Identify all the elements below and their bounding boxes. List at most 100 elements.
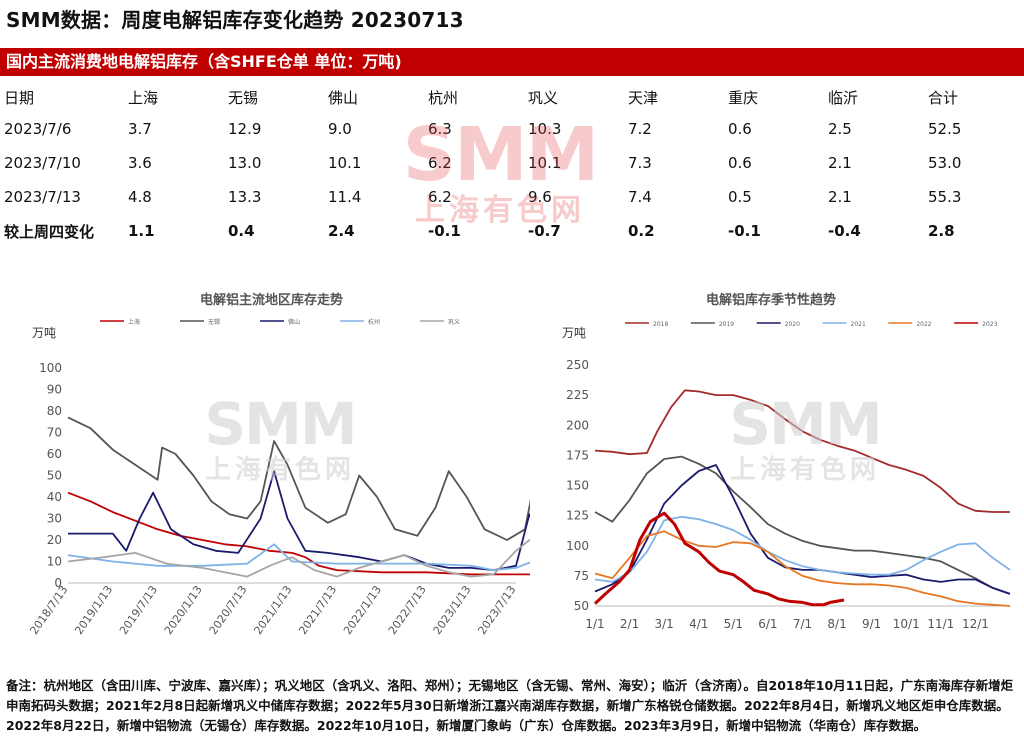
table-cell: 0.5 — [728, 188, 752, 206]
legend-label: 巩义 — [448, 319, 460, 326]
inventory-table: 日期 上海 无锡 佛山 杭州 巩义 天津 重庆 临沂 合计 2023/7/6 3… — [0, 82, 1024, 248]
x-tick-label: 2020/1/13 — [162, 583, 205, 637]
x-tick-label: 2018/7/13 — [27, 583, 70, 637]
table-cell: 0.2 — [628, 222, 655, 240]
series-line-2021 — [594, 515, 1011, 583]
legend-label: 2021 — [851, 321, 866, 328]
y-tick-label: 250 — [566, 358, 589, 372]
table-cell: -0.4 — [828, 222, 861, 240]
x-tick-label: 3/1 — [655, 617, 674, 631]
footnote: 备注：杭州地区（含田川库、宁波库、嘉兴库）；巩义地区（含巩义、洛阳、郑州）；无锡… — [6, 678, 1014, 733]
y-tick-label: 175 — [566, 448, 589, 462]
table-cell: 9.0 — [328, 120, 352, 138]
header-cell: 日期 — [4, 88, 35, 107]
page-title: SMM数据：周度电解铝库存变化趋势 20230713 — [6, 8, 464, 32]
series-line-2019 — [594, 455, 1011, 595]
header-cell: 无锡 — [228, 88, 259, 107]
table-cell: -0.1 — [728, 222, 761, 240]
y-tick-label: 70 — [47, 426, 62, 440]
series-line-巩义 — [67, 539, 530, 578]
table-cell: 1.1 — [128, 222, 155, 240]
x-tick-label: 1/1 — [585, 617, 604, 631]
table-banner: 国内主流消费地电解铝库存（含SHFE仓单 单位：万吨) — [0, 48, 1024, 76]
y-tick-label: 50 — [47, 469, 62, 483]
table-cell: 2.5 — [828, 120, 852, 138]
table-row: 2023/7/10 3.6 13.0 10.1 6.2 10.1 7.3 0.6… — [0, 146, 1024, 180]
x-tick-label: 2023/7/13 — [475, 583, 518, 637]
series-line-2022 — [594, 530, 1011, 607]
x-tick-label: 10/1 — [893, 617, 920, 631]
table-cell: 7.2 — [628, 120, 652, 138]
regional-inventory-chart: 万吨 0 10 20 30 40 50 60 70 80 90 100 2018/7/13 2019/1/… — [27, 318, 530, 637]
series-line-佛山 — [68, 470, 530, 571]
x-tick-label: 4/1 — [689, 617, 708, 631]
y-tick-label: 100 — [566, 539, 589, 553]
x-tick-label: 2021/7/13 — [296, 583, 339, 637]
y-tick-label: 20 — [47, 533, 62, 547]
series-line-2020 — [594, 464, 1011, 595]
seasonal-inventory-chart: 万吨 50 75 100 125 150 175 200 225 250 1/1 2/1 3/1 4/1 5… — [562, 321, 1011, 631]
series-line-杭州 — [67, 543, 530, 571]
table-cell: 3.6 — [128, 154, 152, 172]
x-tick-label: 2020/7/13 — [207, 583, 250, 637]
y-tick-label: 40 — [47, 490, 62, 504]
x-tick-label: 7/1 — [793, 617, 812, 631]
table-cell: 2023/7/10 — [4, 154, 81, 172]
x-tick-label: 9/1 — [862, 617, 881, 631]
table-cell: 2023/7/6 — [4, 120, 72, 138]
legend-label: 上海 — [128, 318, 140, 326]
legend-label: 2022 — [916, 321, 931, 328]
y-tick-label: 90 — [47, 383, 62, 397]
x-tick-label: 2023/1/13 — [431, 583, 474, 637]
table-cell: 52.5 — [928, 120, 962, 138]
y-tick-label: 100 — [39, 361, 62, 375]
series-line-2018 — [594, 389, 1010, 513]
table-cell: 13.3 — [228, 188, 262, 206]
table-cell: 10.3 — [528, 120, 562, 138]
series-line-2023 — [593, 511, 845, 607]
table-cell: 2.1 — [828, 188, 852, 206]
table-cell: 2.4 — [328, 222, 355, 240]
table-cell: 2.8 — [928, 222, 955, 240]
y-tick-label: 60 — [47, 447, 62, 461]
y-tick-label: 30 — [47, 512, 62, 526]
x-tick-label: 6/1 — [758, 617, 777, 631]
legend-label: 2023 — [982, 321, 997, 328]
header-cell: 上海 — [128, 88, 159, 107]
series-line-无锡 — [67, 416, 530, 541]
y-tick-label: 50 — [574, 599, 589, 613]
table-cell: 6.2 — [428, 188, 452, 206]
x-tick-label: 5/1 — [724, 617, 743, 631]
table-cell: 7.3 — [628, 154, 652, 172]
header-cell: 合计 — [928, 88, 959, 107]
y-tick-label: 200 — [566, 418, 589, 432]
table-cell: 0.4 — [228, 222, 255, 240]
y-tick-label: 10 — [47, 555, 62, 569]
chart-title-regional: 电解铝主流地区库存走势 — [200, 293, 344, 308]
legend-label: 杭州 — [368, 318, 380, 326]
change-row: 较上周四变化 1.1 0.4 2.4 -0.1 -0.7 0.2 -0.1 -0… — [0, 214, 1024, 248]
legend-label: 无锡 — [208, 318, 220, 326]
table-cell: 0.6 — [728, 120, 752, 138]
header-cell: 天津 — [628, 88, 659, 107]
table-cell: 11.4 — [328, 188, 362, 206]
y-tick-label: 150 — [566, 479, 589, 493]
header-cell: 临沂 — [828, 88, 859, 107]
table-cell: 3.7 — [128, 120, 152, 138]
table-cell: 2.1 — [828, 154, 852, 172]
x-tick-label: 8/1 — [827, 617, 846, 631]
table-cell: 2023/7/13 — [4, 188, 81, 206]
y-tick-label: 125 — [566, 509, 589, 523]
table-cell: -0.7 — [528, 222, 561, 240]
x-tick-label: 2019/1/13 — [72, 583, 115, 637]
y-tick-label: 0 — [54, 576, 62, 590]
y-tick-label: 225 — [566, 388, 589, 402]
table-cell: 10.1 — [528, 154, 562, 172]
table-cell: 12.9 — [228, 120, 262, 138]
legend-label: 佛山 — [288, 318, 300, 326]
x-tick-label: 2021/1/13 — [251, 583, 294, 637]
x-tick-label: 2022/7/13 — [386, 583, 429, 637]
table-cell: 0.6 — [728, 154, 752, 172]
table-cell: 13.0 — [228, 154, 262, 172]
y-tick-label: 75 — [574, 569, 589, 583]
